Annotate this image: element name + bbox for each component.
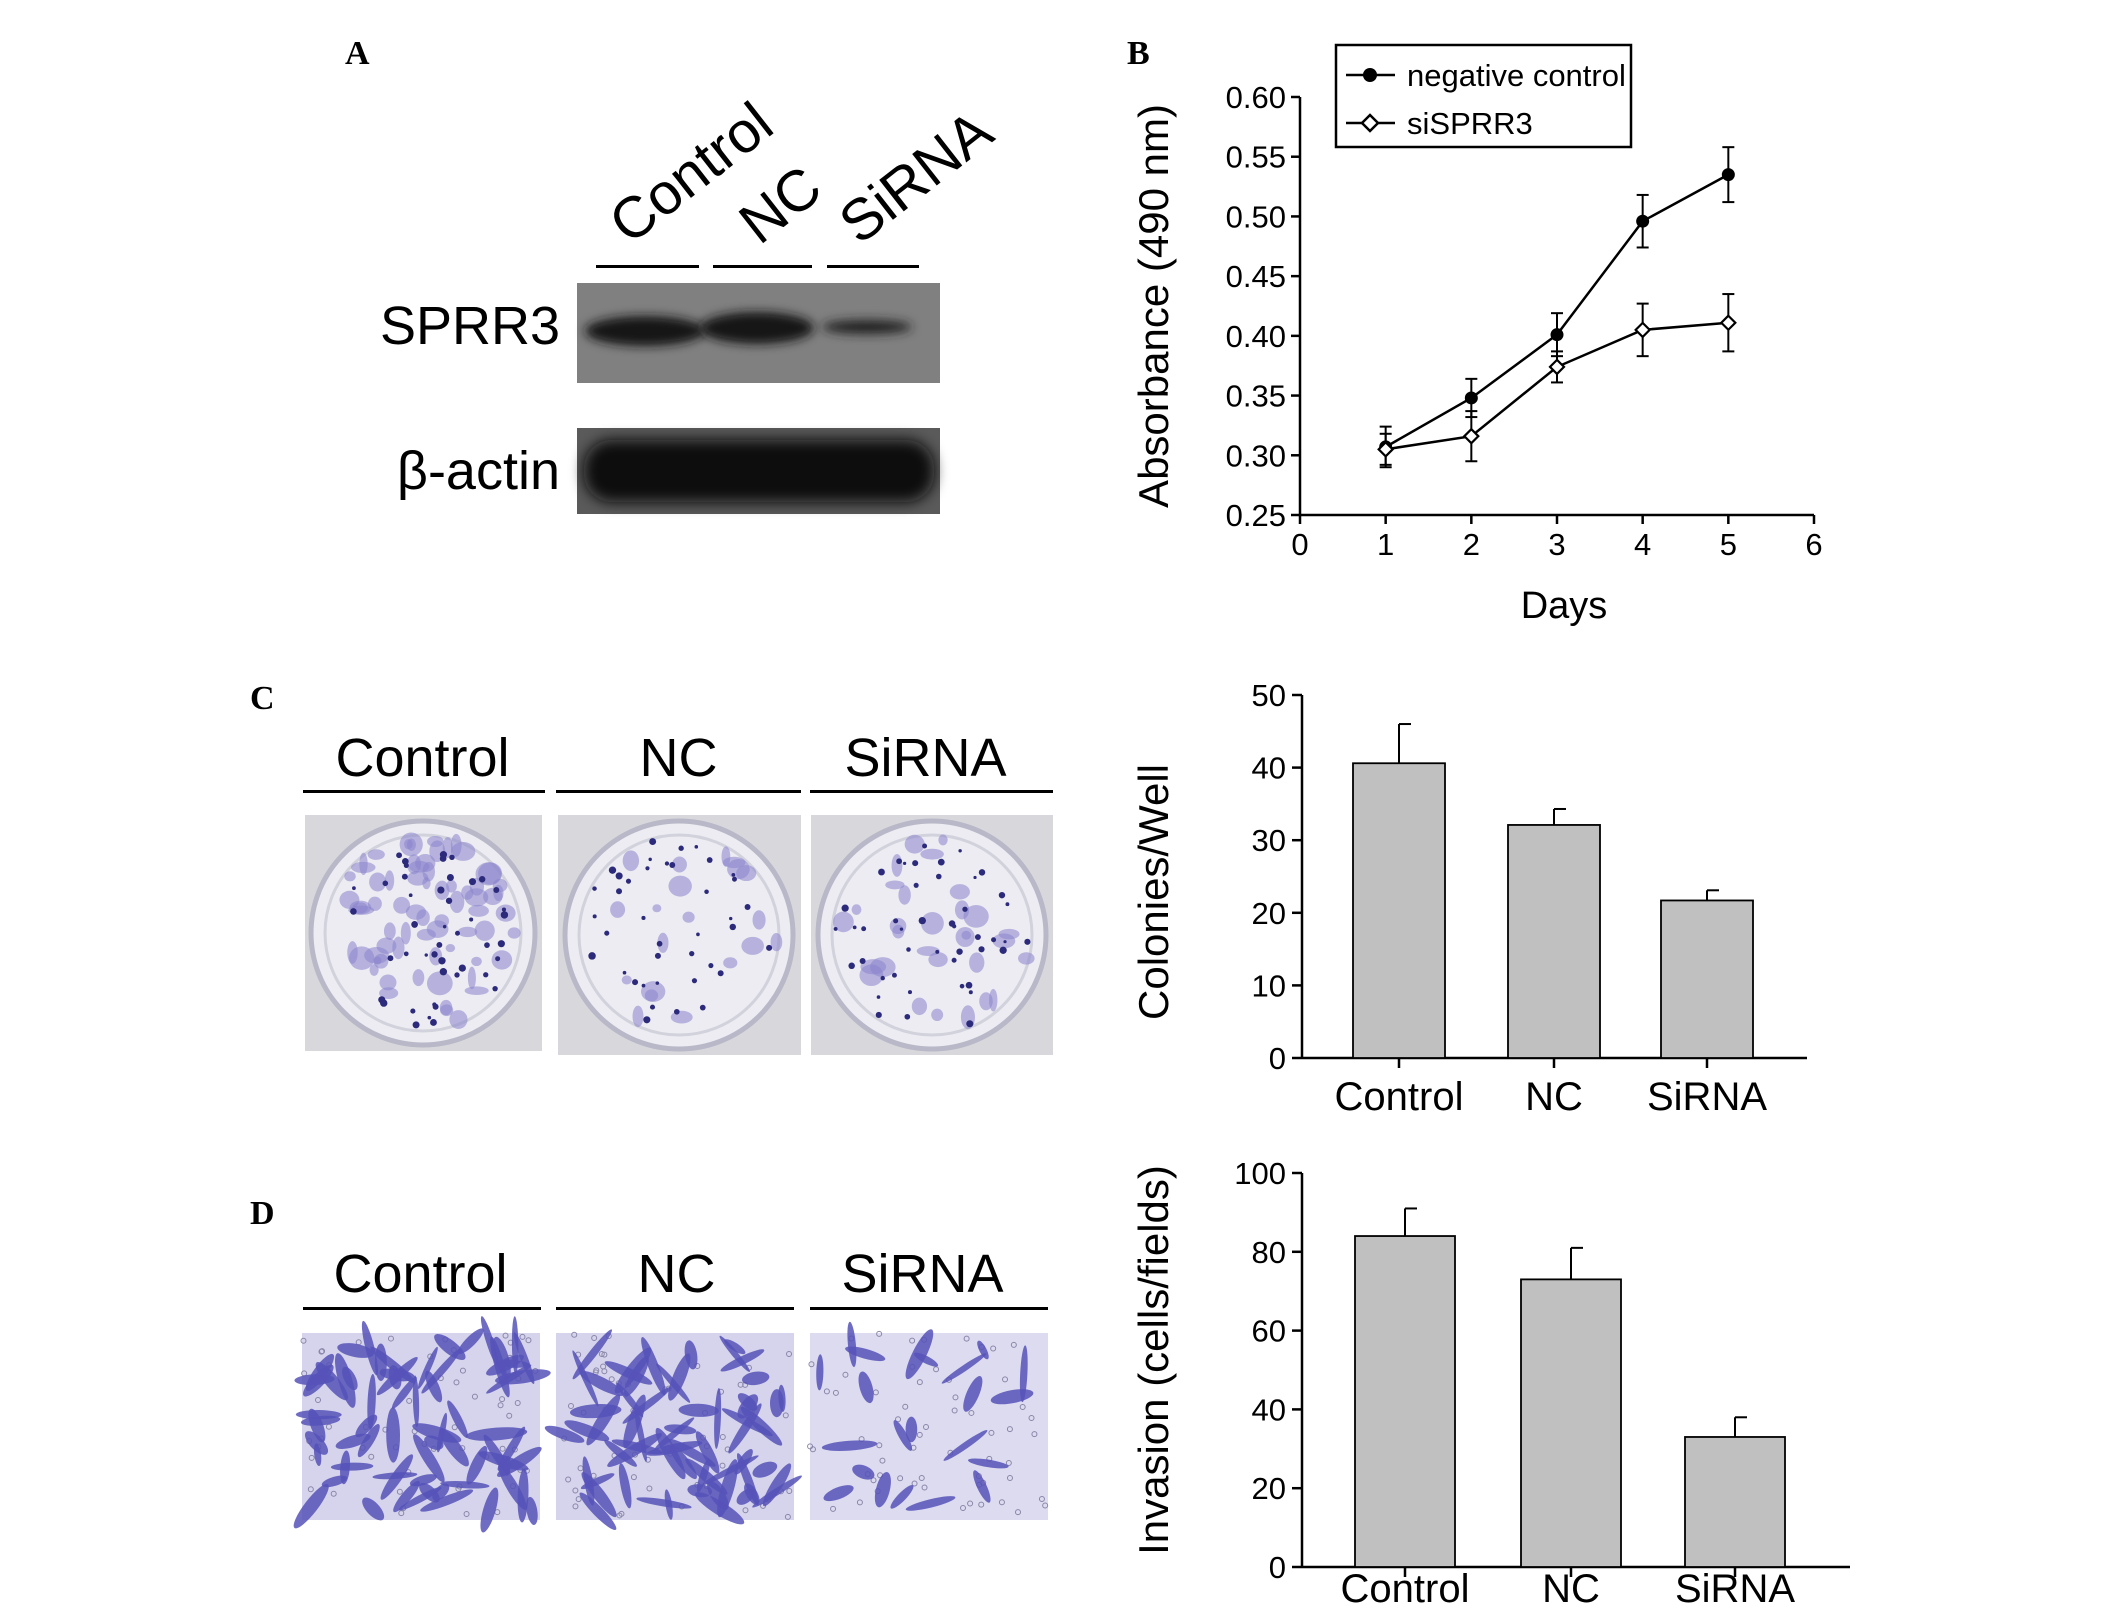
- panel-label-b: B: [1127, 35, 1150, 72]
- colony-underline-control: [303, 790, 545, 793]
- blot-lane-underline-nc: [713, 265, 812, 268]
- colonies-y-tick-label: 10: [1252, 968, 1286, 1003]
- absorbance-y-tick-label: 0.50: [1226, 199, 1286, 234]
- invasion-bar-sirna: [1684, 1436, 1786, 1568]
- invasion-group-label-control: Control: [333, 1244, 508, 1304]
- absorbance-legend-box: [1334, 43, 1633, 149]
- colonies-y-tick-label: 20: [1252, 896, 1286, 931]
- colony-underline-sirna: [810, 790, 1053, 793]
- absorbance-point-negative-control: [1636, 214, 1650, 228]
- invasion-y-tick-label: 0: [1269, 1550, 1286, 1585]
- invasion-y-tick-label: 100: [1234, 1156, 1286, 1191]
- colony-group-label-sirna: SiRNA: [844, 728, 1007, 788]
- absorbance-x-tick-label: 4: [1634, 527, 1651, 562]
- panel-label-c: C: [250, 680, 275, 717]
- colony-group-label-control: Control: [335, 728, 510, 788]
- blot-lane-underline-sirna: [827, 265, 919, 268]
- colonies-y-tick-label: 40: [1252, 751, 1286, 786]
- absorbance-point-sisprr3: [1377, 440, 1395, 458]
- colonies-y-tick-label: 50: [1252, 678, 1286, 713]
- invasion-group-label-sirna: SiRNA: [841, 1244, 1004, 1304]
- absorbance-x-tick-label: 2: [1463, 527, 1480, 562]
- blot-row-label-actin: β-actin: [396, 441, 560, 501]
- absorbance-x-tick-label: 6: [1805, 527, 1822, 562]
- invasion-category-label-nc: NC: [1542, 1567, 1600, 1611]
- absorbance-x-tick-label: 5: [1720, 527, 1737, 562]
- absorbance-y-tick-label: 0.25: [1226, 498, 1286, 533]
- invasion-category-label-sirna: SiRNA: [1675, 1567, 1795, 1611]
- absorbance-point-negative-control: [1550, 328, 1564, 342]
- colonies-category-label-control: Control: [1335, 1075, 1464, 1119]
- colonies-category-label-sirna: SiRNA: [1647, 1075, 1767, 1119]
- absorbance-y-axis-label: Absorbance (490 nm): [1130, 104, 1177, 508]
- colony-underline-nc: [556, 790, 801, 793]
- invasion-category-label-control: Control: [1341, 1567, 1470, 1611]
- absorbance-legend-marker-sisprr3: [1360, 113, 1380, 133]
- colonies-y-axis-label: Colonies/Well: [1130, 764, 1177, 1020]
- absorbance-legend-label-negative-control: negative control: [1407, 58, 1626, 93]
- invasion-underline-sirna: [810, 1307, 1048, 1310]
- absorbance-x-tick-label: 3: [1548, 527, 1565, 562]
- absorbance-y-tick-label: 0.60: [1226, 80, 1286, 115]
- invasion-underline-nc: [556, 1307, 794, 1310]
- absorbance-x-tick-label: 0: [1291, 527, 1308, 562]
- invasion-y-tick-label: 40: [1252, 1392, 1286, 1427]
- absorbance-legend-label-sisprr3: siSPRR3: [1407, 106, 1533, 141]
- colonies-category-label-nc: NC: [1525, 1075, 1583, 1119]
- invasion-group-label-nc: NC: [637, 1244, 716, 1304]
- colonies-bar-sirna: [1660, 899, 1754, 1059]
- panel-label-a: A: [345, 35, 370, 72]
- absorbance-y-tick-label: 0.45: [1226, 259, 1286, 294]
- absorbance-x-axis-label: Days: [1521, 585, 1608, 627]
- panel-label-d: D: [250, 1195, 275, 1232]
- absorbance-point-sisprr3: [1548, 358, 1566, 376]
- absorbance-point-sisprr3: [1719, 314, 1737, 332]
- blot-lane-underline-control: [596, 265, 699, 268]
- invasion-bar-control: [1354, 1235, 1456, 1568]
- invasion-bar-nc: [1520, 1278, 1622, 1568]
- colonies-y-tick-label: 30: [1252, 823, 1286, 858]
- colonies-y-tick-label: 0: [1269, 1041, 1286, 1076]
- blot-row-label-sprr3: SPRR3: [379, 296, 560, 356]
- absorbance-legend-marker-negative-control: [1363, 68, 1377, 82]
- absorbance-y-tick-label: 0.55: [1226, 140, 1286, 175]
- absorbance-point-sisprr3: [1634, 321, 1652, 339]
- absorbance-point-sisprr3: [1462, 427, 1480, 445]
- invasion-y-tick-label: 80: [1252, 1235, 1286, 1270]
- colony-group-label-nc: NC: [639, 728, 718, 788]
- absorbance-y-tick-label: 0.35: [1226, 379, 1286, 414]
- absorbance-point-negative-control: [1464, 391, 1478, 405]
- absorbance-y-tick-label: 0.30: [1226, 438, 1286, 473]
- absorbance-x-tick-label: 1: [1377, 527, 1394, 562]
- invasion-y-tick-label: 20: [1252, 1471, 1286, 1506]
- invasion-y-axis-label: Invasion (cells/fields): [1130, 1165, 1177, 1555]
- colonies-bar-control: [1352, 762, 1446, 1059]
- absorbance-legend: negative control siSPRR3: [1334, 43, 1633, 149]
- absorbance-point-negative-control: [1721, 168, 1735, 182]
- invasion-underline-control: [303, 1307, 541, 1310]
- absorbance-y-tick-label: 0.40: [1226, 319, 1286, 354]
- invasion-y-tick-label: 60: [1252, 1314, 1286, 1349]
- colonies-bar-nc: [1507, 824, 1601, 1059]
